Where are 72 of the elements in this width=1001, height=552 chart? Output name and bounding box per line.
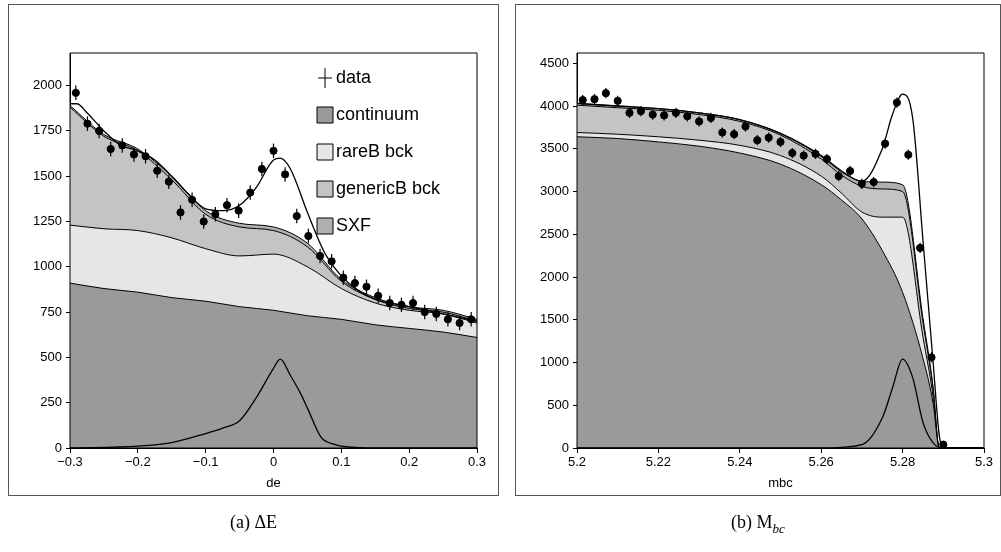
y-tick-label: 1750: [33, 122, 62, 138]
point: [753, 136, 762, 145]
point: [362, 282, 371, 291]
point: [397, 300, 406, 309]
point: [613, 96, 622, 105]
x-tick-label: 5.24: [727, 454, 753, 470]
point: [176, 208, 185, 217]
legend-label: data: [336, 66, 373, 87]
y-tick-label: 0: [561, 439, 569, 455]
y-tick-label: 2000: [33, 77, 62, 93]
y-tick-label: 4000: [540, 97, 569, 113]
x-tick-label: −0.3: [57, 454, 83, 470]
y-tick-label: 500: [547, 396, 569, 412]
x-tick-label: 0: [269, 454, 278, 470]
point: [106, 144, 115, 154]
x-tick-label: −0.2: [125, 454, 151, 470]
x-tick-label: 5.2: [567, 454, 587, 470]
point: [339, 273, 348, 282]
point: [199, 217, 208, 226]
point: [420, 308, 429, 317]
point: [246, 188, 255, 197]
y-tick-label: 750: [40, 303, 62, 319]
point: [764, 133, 773, 142]
point: [788, 148, 797, 158]
x-tick-label: 5.26: [808, 454, 834, 470]
y-tick-label: 250: [40, 394, 62, 410]
x-tick-label: 5.22: [645, 454, 672, 470]
point: [141, 152, 150, 161]
legend-label: genericB bck: [336, 177, 442, 198]
point: [432, 309, 441, 319]
x-tick-label: 0.3: [467, 454, 487, 470]
point: [292, 211, 301, 221]
y-tick-label: 4500: [540, 54, 569, 70]
y-tick-label: 1000: [540, 354, 569, 370]
y-tick-label: 3500: [540, 140, 569, 156]
y-tick-label: 1000: [33, 258, 62, 274]
text: (a) ΔE: [228, 512, 279, 533]
point: [939, 440, 948, 448]
y-tick-label: 1500: [33, 167, 62, 183]
point: [718, 128, 727, 137]
y-tick-label: 0: [54, 439, 62, 455]
point: [83, 119, 92, 128]
point: [118, 141, 127, 150]
x-tick-label: −0.1: [192, 454, 219, 470]
point: [799, 151, 808, 160]
text: (b) M$_{bc}$: [730, 512, 786, 537]
legend-label: continuum: [336, 103, 420, 124]
point: [211, 210, 220, 219]
point: [869, 178, 878, 187]
point: [269, 146, 278, 155]
x-axis-title: mbc: [768, 474, 794, 490]
point: [467, 315, 476, 324]
point: [385, 298, 394, 308]
x-tick-label: 5.28: [889, 454, 916, 470]
point: [683, 112, 692, 121]
legend-label: rareB bck: [336, 140, 415, 161]
point: [304, 231, 313, 241]
y-tick-label: 1500: [540, 311, 569, 327]
point: [164, 177, 173, 186]
x-tick-label: 0.1: [332, 454, 351, 470]
y-tick-label: 500: [40, 348, 62, 364]
y-tick-label: 1250: [33, 213, 62, 229]
point: [578, 95, 587, 105]
legend-label: SXF: [336, 214, 372, 235]
x-axis-title: de: [266, 474, 281, 490]
x-tick-label: 0.2: [400, 454, 419, 470]
point: [648, 110, 657, 119]
y-tick-label: 2500: [540, 225, 569, 241]
y-tick-label: 2000: [540, 268, 569, 284]
x-tick-label: 5.3: [974, 454, 994, 470]
point: [834, 172, 843, 181]
y-tick-label: 3000: [540, 183, 569, 199]
